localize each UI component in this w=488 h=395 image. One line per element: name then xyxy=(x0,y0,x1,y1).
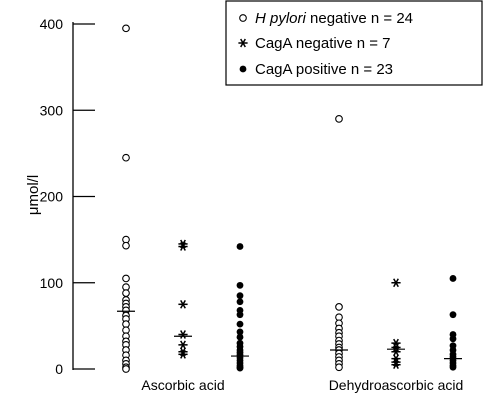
data-point xyxy=(122,153,130,162)
data-point xyxy=(236,328,244,336)
legend-marker xyxy=(238,38,248,48)
data-point xyxy=(236,311,244,319)
y-ticks: 0 100 200 300 400 xyxy=(40,16,95,377)
y-tick-label: 400 xyxy=(40,16,64,32)
data-point xyxy=(178,349,188,359)
legend-entry: H pylori negative n = 24 xyxy=(255,10,413,27)
y-tick-label: 0 xyxy=(55,361,63,377)
y-axis-label: μmol/l xyxy=(25,175,42,215)
data-point xyxy=(236,243,244,250)
legend-marker xyxy=(239,65,247,73)
data-point xyxy=(122,365,130,373)
legend-box xyxy=(225,0,483,86)
x-category-label: Ascorbic acid xyxy=(141,377,224,393)
data-point xyxy=(449,363,457,371)
data-point xyxy=(391,338,401,348)
y-tick-label: 100 xyxy=(40,275,64,291)
median-lines xyxy=(117,310,462,360)
data-point xyxy=(449,335,457,343)
y-tick-label: 300 xyxy=(40,102,64,118)
data-point xyxy=(122,289,130,297)
data-point xyxy=(391,278,401,288)
legend-entry: CagA positive n = 23 xyxy=(255,61,393,78)
data-point xyxy=(236,298,244,306)
data-point xyxy=(335,303,343,311)
data-point xyxy=(391,343,401,352)
data-point xyxy=(236,292,244,300)
legend: H pylori negative n = 24 CagA negative n … xyxy=(225,0,483,86)
data-point xyxy=(236,281,244,289)
data-point xyxy=(178,330,188,339)
data-point xyxy=(449,311,457,319)
data-point xyxy=(122,24,130,33)
data-point xyxy=(335,115,343,123)
data-points xyxy=(122,24,457,373)
data-point xyxy=(449,275,457,282)
legend-entry: CagA negative n = 7 xyxy=(255,35,391,52)
x-category-label: Dehydroascorbic acid xyxy=(329,377,464,393)
data-point xyxy=(236,364,244,372)
data-point xyxy=(122,274,130,283)
data-point xyxy=(178,242,188,251)
legend-marker xyxy=(239,14,247,22)
data-point xyxy=(236,333,244,341)
data-point xyxy=(178,299,188,309)
data-point xyxy=(236,320,244,328)
x-categories: Ascorbic acid Dehydroascorbic acid xyxy=(141,377,463,393)
data-point xyxy=(335,363,343,372)
data-point xyxy=(178,340,188,350)
y-tick-label: 200 xyxy=(40,189,64,205)
data-point xyxy=(122,241,130,250)
data-point xyxy=(391,360,401,370)
